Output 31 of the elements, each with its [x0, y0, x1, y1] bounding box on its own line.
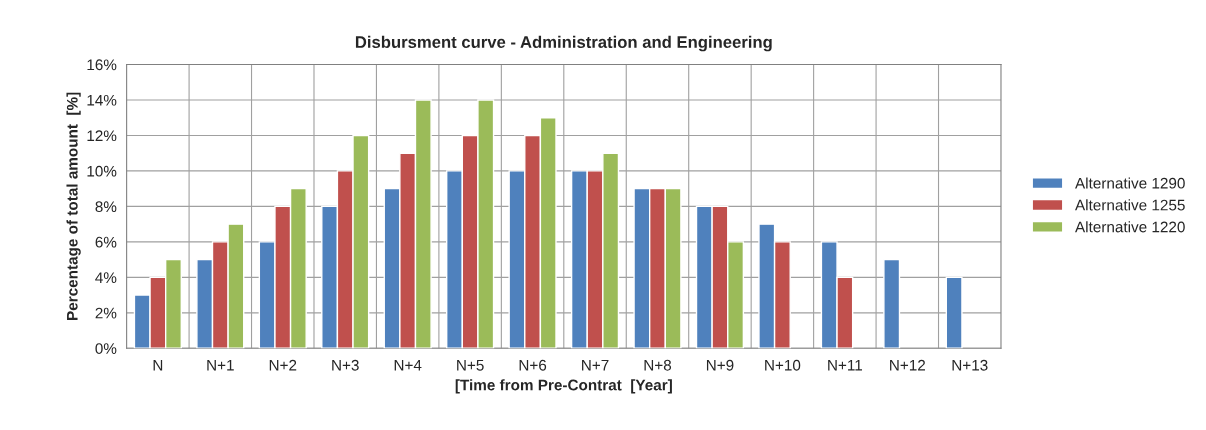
x-tick-label: N+8	[644, 359, 672, 371]
x-tick-label: N+4	[394, 359, 422, 371]
x-tick-label: N+11	[828, 359, 863, 371]
legend-label: Alternative 1255	[1075, 199, 1185, 211]
bar	[945, 276, 963, 349]
x-tick-label: N	[153, 359, 163, 371]
y-tick-label: 16%	[87, 59, 117, 71]
y-tick-label: 6%	[95, 236, 117, 248]
x-tick-label: N+1	[207, 359, 234, 371]
y-tick-label: 2%	[95, 307, 117, 319]
y-tick-label: 0%	[95, 343, 117, 354]
x-tick-label: N+10	[765, 359, 801, 371]
chart-title: Disbursment curve - Administration and Engineering	[355, 35, 772, 52]
legend-label: Alternative 1290	[1075, 177, 1185, 189]
x-tick-label: N+6	[519, 359, 547, 371]
y-axis-title: Percentage of total amount [%]	[66, 92, 81, 320]
legend-label: Alternative 1220	[1075, 221, 1185, 233]
x-tick-label: N+9	[706, 359, 734, 371]
x-tick-label: N+5	[457, 359, 484, 371]
bar	[883, 258, 901, 349]
y-tick-label: 14%	[87, 94, 117, 106]
x-tick-label: N+7	[582, 359, 609, 371]
y-tick-label: 8%	[95, 201, 117, 213]
y-tick-label: 4%	[95, 272, 117, 283]
y-tick-label: 10%	[87, 165, 117, 177]
x-tick-label: N+2	[269, 359, 297, 371]
x-tick-label: N+13	[952, 359, 988, 371]
x-tick-label: N+12	[890, 359, 926, 371]
y-tick-label: 12%	[87, 130, 117, 142]
x-tick-label: N+3	[332, 359, 359, 371]
x-axis-title: [Time from Pre-Contrat [Year]	[455, 379, 672, 394]
